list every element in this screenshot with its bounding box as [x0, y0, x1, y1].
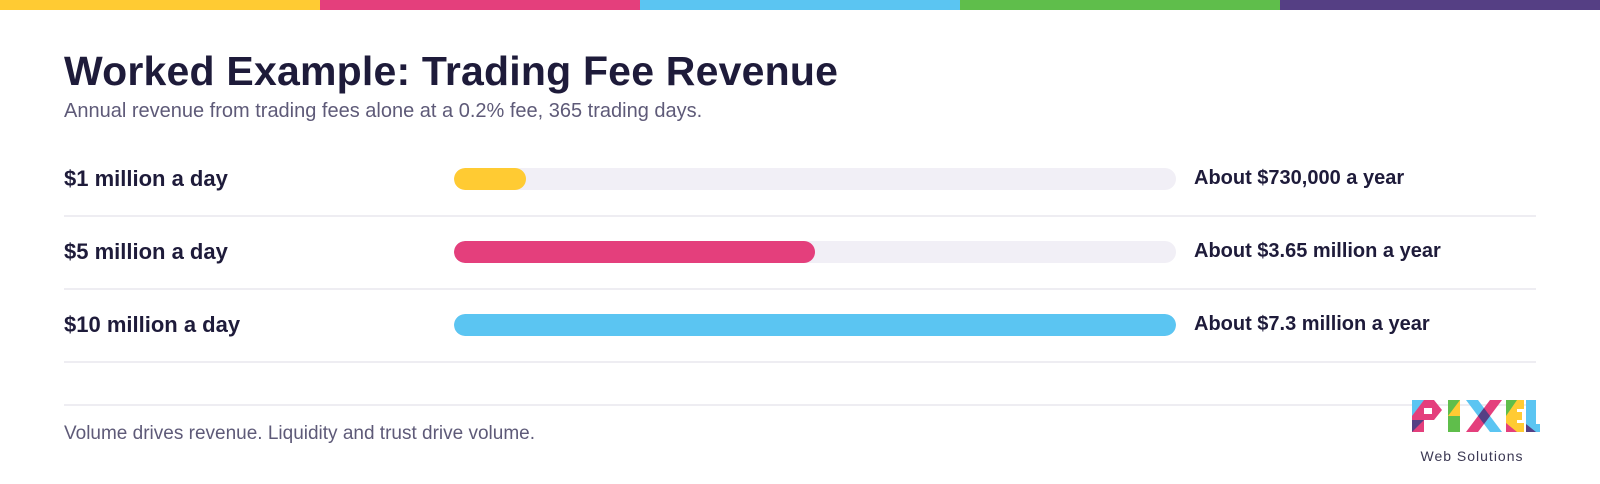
stripe-segment-2	[320, 0, 640, 10]
pixel-logo-mark	[1412, 400, 1540, 432]
bar	[454, 241, 815, 263]
chart-row: $5 million a day About $3.65 million a y…	[64, 217, 1536, 290]
stripe-segment-5	[1280, 0, 1600, 10]
chart-row: $1 million a day About $730,000 a year	[64, 144, 1536, 217]
revenue-bar-chart: $1 million a day About $730,000 a year $…	[64, 144, 1536, 363]
brand-color-stripe	[0, 0, 1600, 10]
footer-divider	[64, 404, 1536, 406]
stripe-segment-3	[640, 0, 960, 10]
page-subtitle: Annual revenue from trading fees alone a…	[64, 100, 703, 122]
data-label: About $7.3 million a year	[1194, 313, 1430, 335]
stripe-segment-1	[0, 0, 320, 10]
bar-track	[454, 241, 1176, 263]
logo-subtitle: Web Solutions	[1420, 448, 1524, 464]
data-label: About $3.65 million a year	[1194, 240, 1441, 262]
company-logo: Web Solutions	[1404, 396, 1540, 472]
chart-row: $10 million a day About $7.3 million a y…	[64, 290, 1536, 363]
page-title: Worked Example: Trading Fee Revenue	[64, 48, 839, 94]
data-label: About $730,000 a year	[1194, 167, 1405, 189]
bar	[454, 168, 526, 190]
bar-track	[454, 314, 1176, 336]
bar	[454, 314, 1176, 336]
bar-track	[454, 168, 1176, 190]
footer-note: Volume drives revenue. Liquidity and tru…	[64, 423, 536, 444]
category-label: $10 million a day	[64, 312, 241, 337]
category-label: $1 million a day	[64, 166, 228, 191]
stripe-segment-4	[960, 0, 1280, 10]
category-label: $5 million a day	[64, 239, 228, 264]
